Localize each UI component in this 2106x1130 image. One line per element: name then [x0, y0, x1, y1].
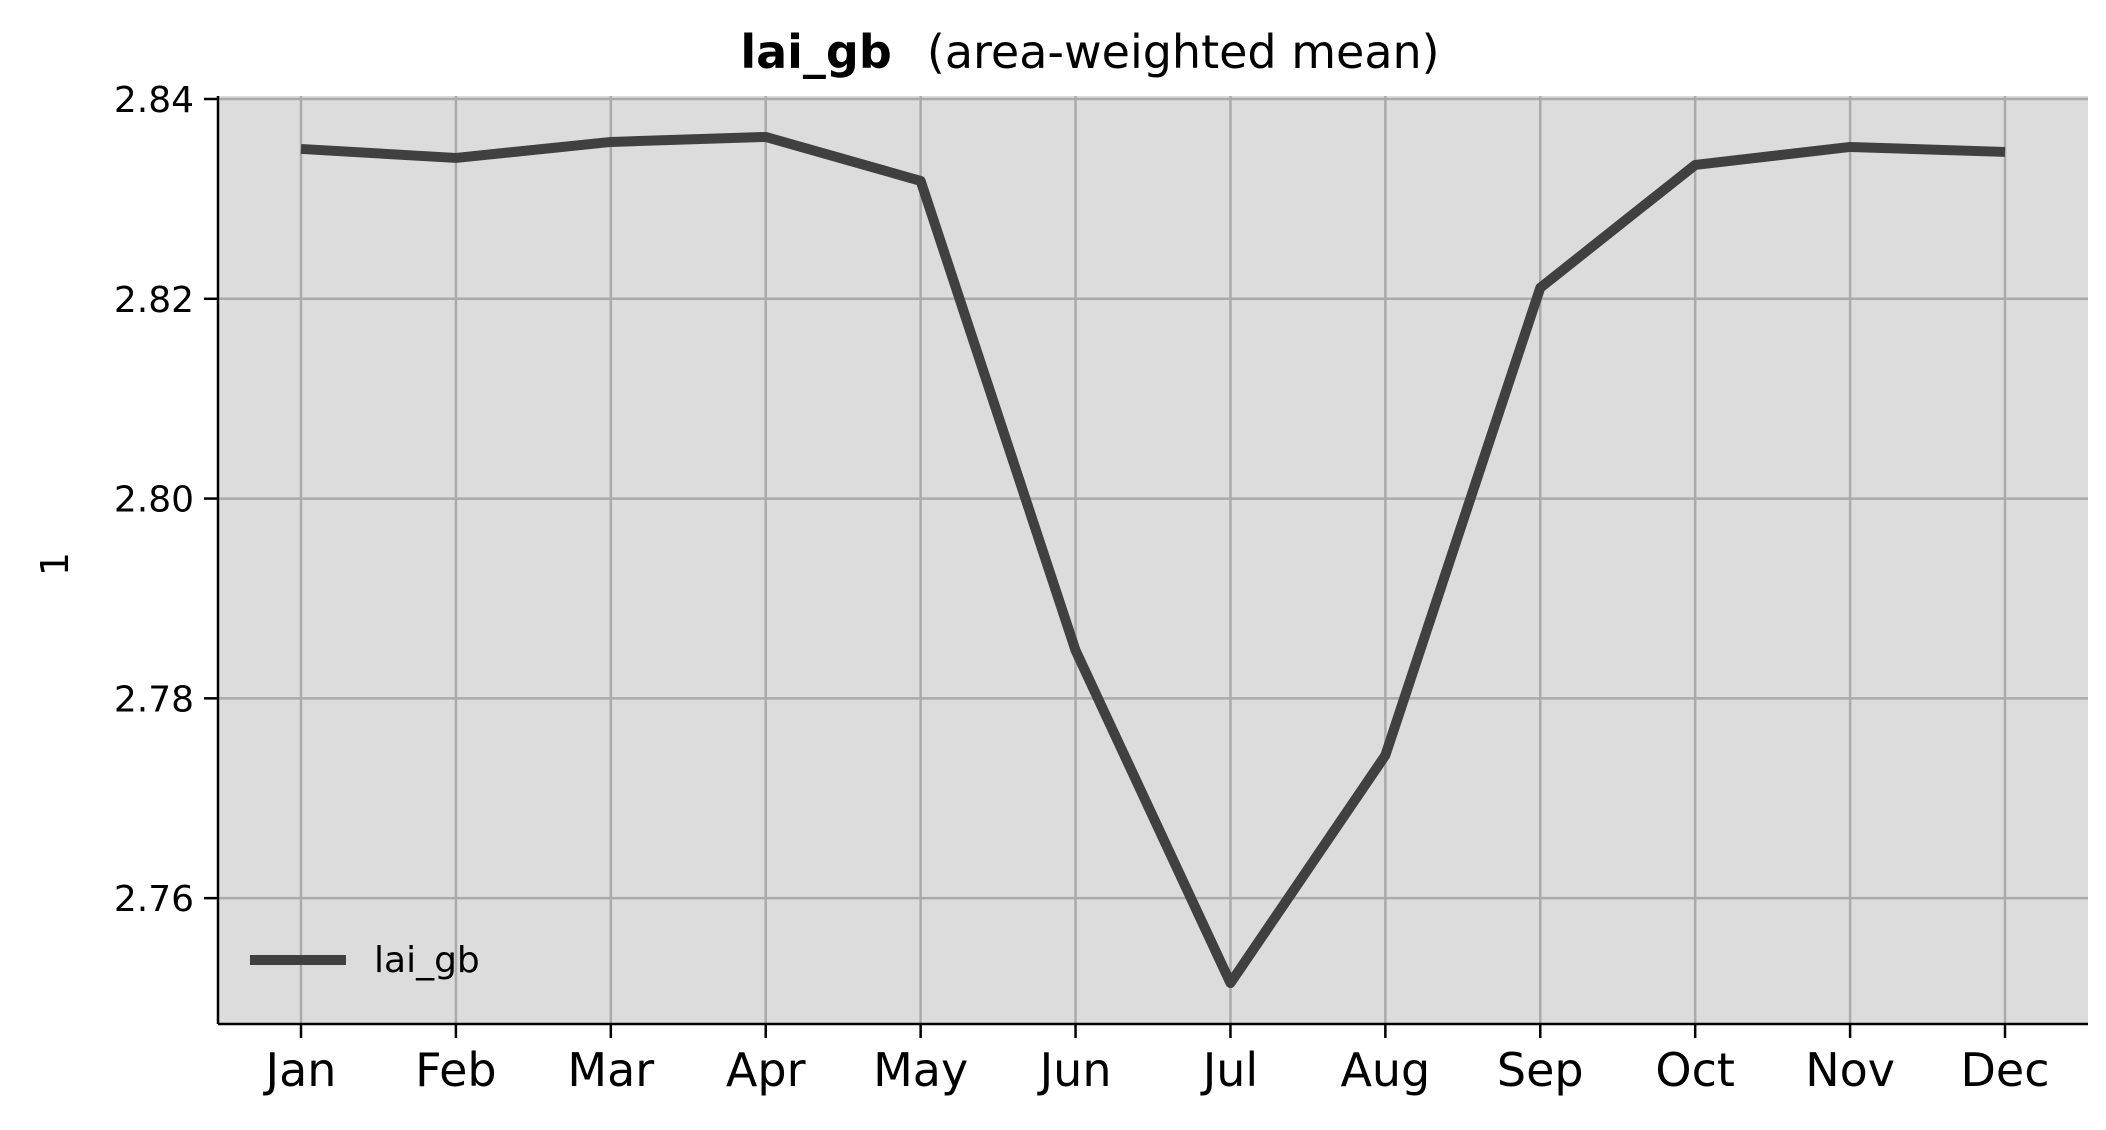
grid-lines [218, 96, 2088, 1024]
plot-background [218, 96, 2088, 1024]
legend-label: lai_gb [374, 940, 480, 981]
y-axis-label: 1 [33, 552, 77, 576]
y-tick-label: 2.78 [114, 679, 194, 720]
y-tick-label: 2.80 [114, 480, 194, 521]
x-tick-label: Sep [1497, 1043, 1584, 1097]
y-tick-label: 2.84 [114, 80, 194, 121]
legend: lai_gb [250, 940, 480, 981]
x-tick-label: Oct [1655, 1043, 1735, 1097]
chart-title-main: lai_gb [740, 25, 891, 79]
axes [216, 96, 2088, 1026]
series-lines [300, 131, 2006, 989]
series-line-lai_gb [300, 131, 2006, 989]
chart-title: lai_gb (area-weighted mean) [740, 25, 1439, 79]
x-tick-label: Jan [263, 1043, 337, 1097]
x-tick-label: Mar [567, 1043, 654, 1097]
x-tick-label: Apr [726, 1043, 806, 1097]
chart-subtitle: (area-weighted mean) [927, 25, 1440, 79]
x-tick-label: Dec [1960, 1043, 2049, 1097]
x-tick-label: Feb [415, 1043, 496, 1097]
x-tick-label: Jun [1037, 1043, 1112, 1097]
x-tick-label: Nov [1805, 1043, 1895, 1097]
x-tick-label: Aug [1340, 1043, 1430, 1097]
x-tick-label: Jul [1200, 1043, 1259, 1097]
x-tick-label: May [873, 1043, 968, 1097]
y-tick-label: 2.82 [114, 280, 194, 321]
y-tick-label: 2.76 [114, 879, 194, 920]
tick-marks-and-labels: Jan Feb Mar Apr May Jun Jul Aug Sep Oct Nov Dec 2.76… [114, 80, 2050, 1097]
